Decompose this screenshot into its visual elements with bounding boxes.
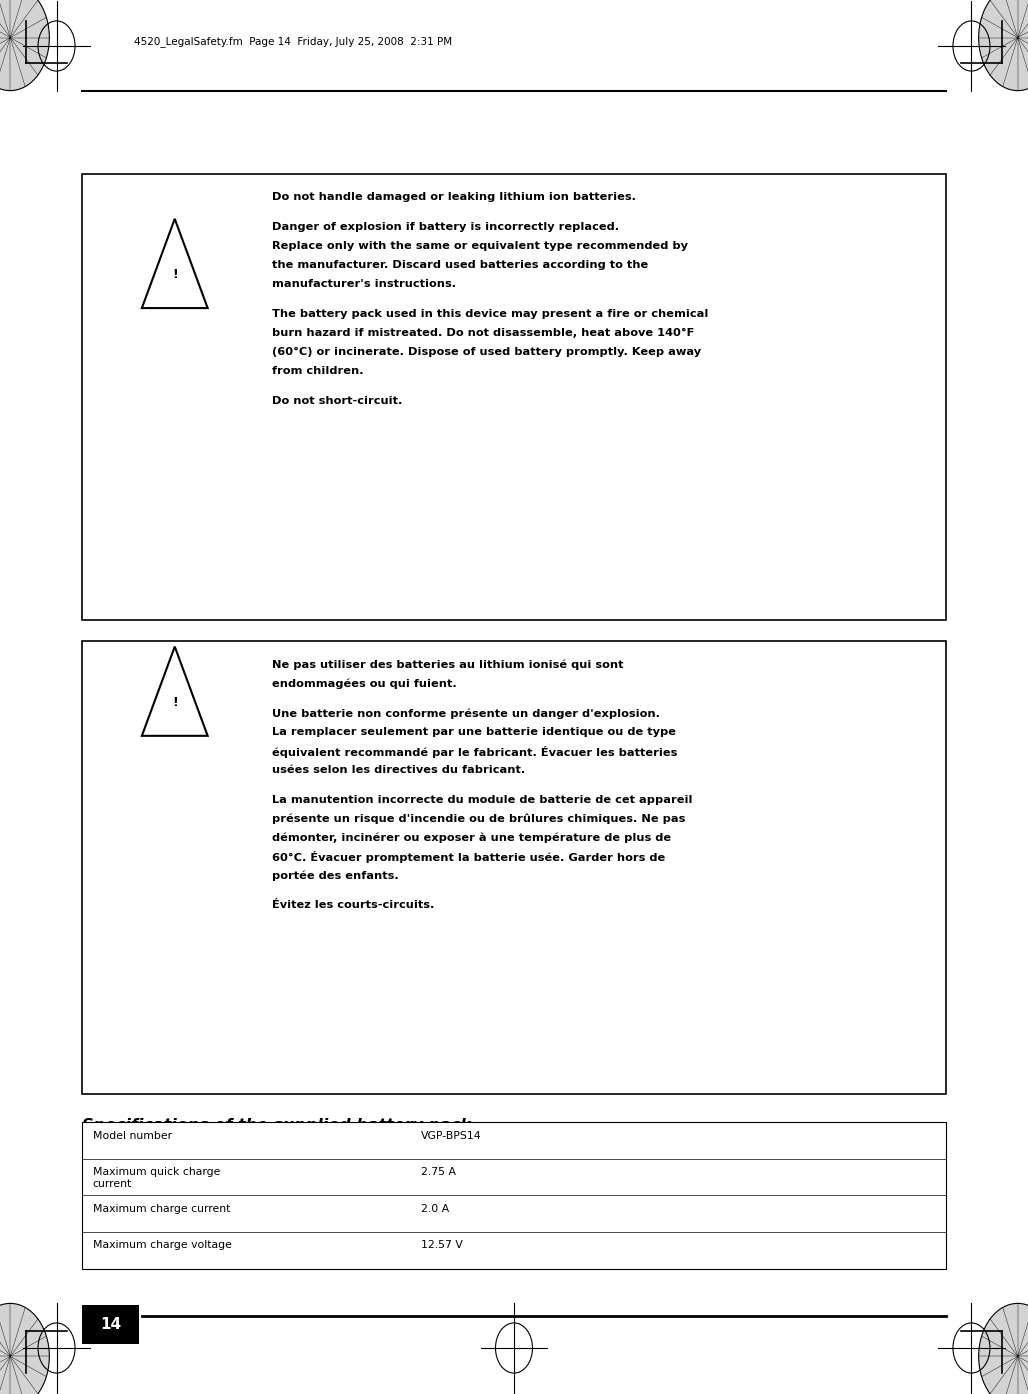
FancyBboxPatch shape xyxy=(82,174,946,620)
Text: 2.75 A: 2.75 A xyxy=(420,1167,455,1177)
Text: Ne pas utiliser des batteries au lithium ionisé qui sont: Ne pas utiliser des batteries au lithium… xyxy=(272,659,624,671)
Text: from children.: from children. xyxy=(272,365,364,375)
Text: !: ! xyxy=(172,696,178,710)
Circle shape xyxy=(979,0,1028,91)
Text: The battery pack used in this device may present a fire or chemical: The battery pack used in this device may… xyxy=(272,309,708,319)
FancyBboxPatch shape xyxy=(82,1305,139,1344)
Text: manufacturer's instructions.: manufacturer's instructions. xyxy=(272,279,456,289)
Text: (60°C) or incinerate. Dispose of used battery promptly. Keep away: (60°C) or incinerate. Dispose of used ba… xyxy=(272,347,701,357)
Text: Danger of explosion if battery is incorrectly replaced.: Danger of explosion if battery is incorr… xyxy=(272,223,620,233)
Text: 12.57 V: 12.57 V xyxy=(420,1241,463,1250)
Text: 60°C. Évacuer promptement la batterie usée. Garder hors de: 60°C. Évacuer promptement la batterie us… xyxy=(272,852,666,863)
Text: Une batterie non conforme présente un danger d'explosion.: Une batterie non conforme présente un da… xyxy=(272,708,660,719)
Text: 2.0 A: 2.0 A xyxy=(420,1204,449,1214)
Text: Évitez les courts-circuits.: Évitez les courts-circuits. xyxy=(272,901,435,910)
FancyBboxPatch shape xyxy=(82,1122,946,1269)
Text: Model number: Model number xyxy=(93,1131,172,1140)
Text: Specifications of the supplied battery pack: Specifications of the supplied battery p… xyxy=(82,1118,471,1133)
Text: Maximum charge current: Maximum charge current xyxy=(93,1204,230,1214)
Text: burn hazard if mistreated. Do not disassemble, heat above 140°F: burn hazard if mistreated. Do not disass… xyxy=(272,328,695,337)
Circle shape xyxy=(0,1303,49,1394)
Text: usées selon les directives du fabricant.: usées selon les directives du fabricant. xyxy=(272,765,525,775)
Text: Maximum quick charge
current: Maximum quick charge current xyxy=(93,1167,220,1189)
Text: La manutention incorrecte du module de batterie de cet appareil: La manutention incorrecte du module de b… xyxy=(272,795,693,804)
Text: équivalent recommandé par le fabricant. Évacuer les batteries: équivalent recommandé par le fabricant. … xyxy=(272,746,677,758)
Circle shape xyxy=(0,0,49,91)
Text: La remplacer seulement par une batterie identique ou de type: La remplacer seulement par une batterie … xyxy=(272,728,676,737)
FancyBboxPatch shape xyxy=(82,641,946,1094)
Text: 4520_LegalSafety.fm  Page 14  Friday, July 25, 2008  2:31 PM: 4520_LegalSafety.fm Page 14 Friday, July… xyxy=(134,36,451,47)
Text: the manufacturer. Discard used batteries according to the: the manufacturer. Discard used batteries… xyxy=(272,261,649,270)
Text: présente un risque d'incendie ou de brûlures chimiques. Ne pas: présente un risque d'incendie ou de brûl… xyxy=(272,814,686,824)
Text: Do not handle damaged or leaking lithium ion batteries.: Do not handle damaged or leaking lithium… xyxy=(272,192,636,202)
Text: portée des enfants.: portée des enfants. xyxy=(272,870,399,881)
Text: 14: 14 xyxy=(100,1317,121,1331)
Text: endommagées ou qui fuient.: endommagées ou qui fuient. xyxy=(272,679,457,689)
Text: !: ! xyxy=(172,268,178,282)
Text: démonter, incinérer ou exposer à une température de plus de: démonter, incinérer ou exposer à une tem… xyxy=(272,832,671,843)
Text: VGP-BPS14: VGP-BPS14 xyxy=(420,1131,481,1140)
Text: Do not short-circuit.: Do not short-circuit. xyxy=(272,396,403,406)
Text: Replace only with the same or equivalent type recommended by: Replace only with the same or equivalent… xyxy=(272,241,689,251)
Text: Maximum charge voltage: Maximum charge voltage xyxy=(93,1241,231,1250)
Circle shape xyxy=(979,1303,1028,1394)
